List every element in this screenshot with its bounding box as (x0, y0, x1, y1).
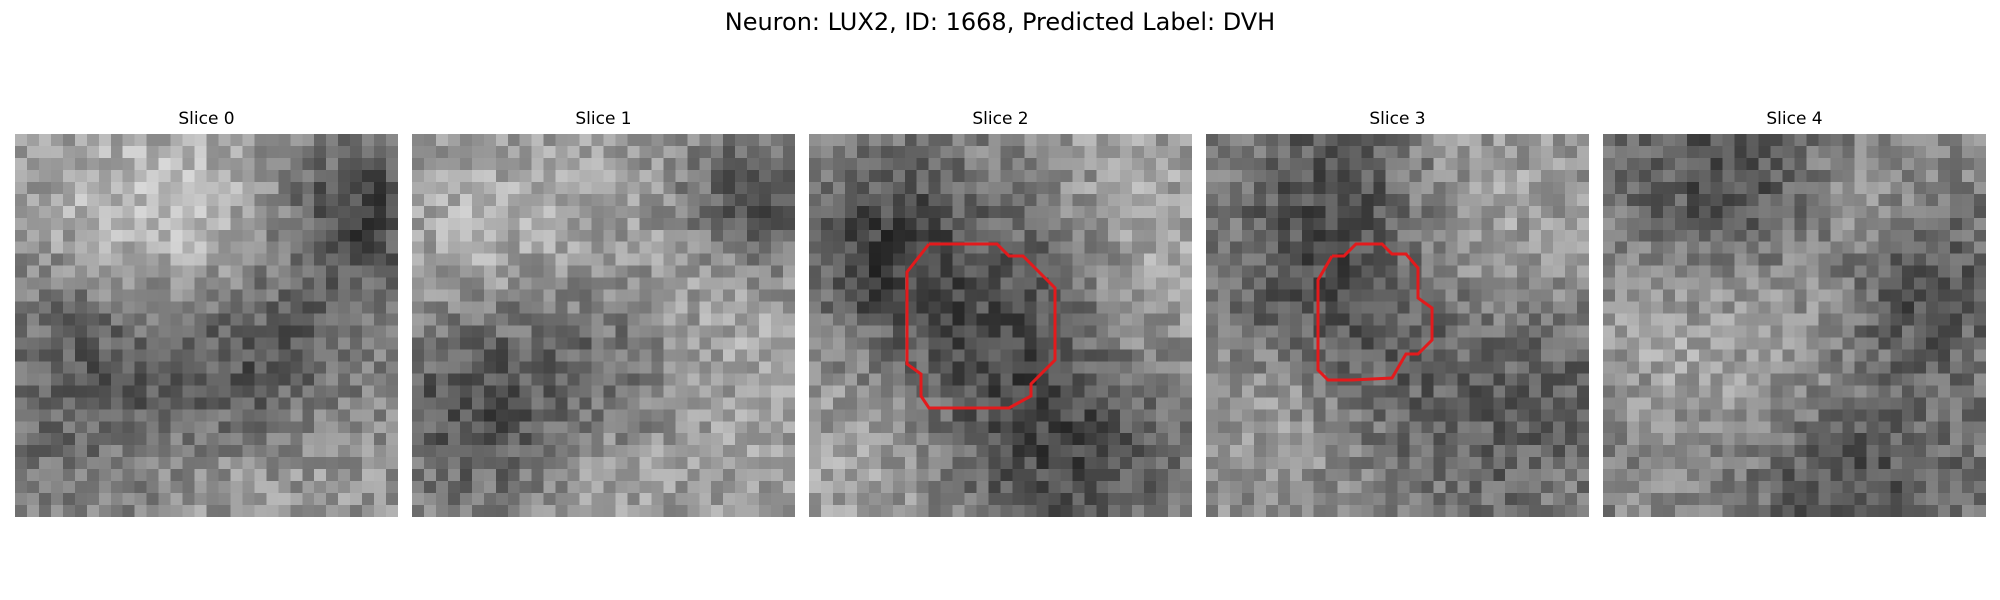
figure-title: Neuron: LUX2, ID: 1668, Predicted Label:… (724, 8, 1276, 36)
slice-image (412, 134, 795, 517)
slice-image (15, 134, 398, 517)
roi-outline (905, 242, 1057, 410)
slice-image (809, 134, 1192, 517)
slice-title: Slice 2 (972, 109, 1029, 129)
slice-panel-1: Slice 1 (412, 108, 795, 528)
slice-panel-0: Slice 0 (15, 108, 398, 528)
slice-panel-3: Slice 3 (1206, 108, 1589, 528)
slice-title: Slice 4 (1766, 109, 1823, 129)
slice-title: Slice 0 (178, 109, 235, 129)
slice-image (1603, 134, 1986, 517)
slice-panel-4: Slice 4 (1603, 108, 1986, 528)
slice-title: Slice 1 (575, 109, 632, 129)
roi-outline (1316, 242, 1434, 382)
slice-image (1206, 134, 1589, 517)
slice-title: Slice 3 (1369, 109, 1426, 129)
slice-panel-2: Slice 2 (809, 108, 1192, 528)
